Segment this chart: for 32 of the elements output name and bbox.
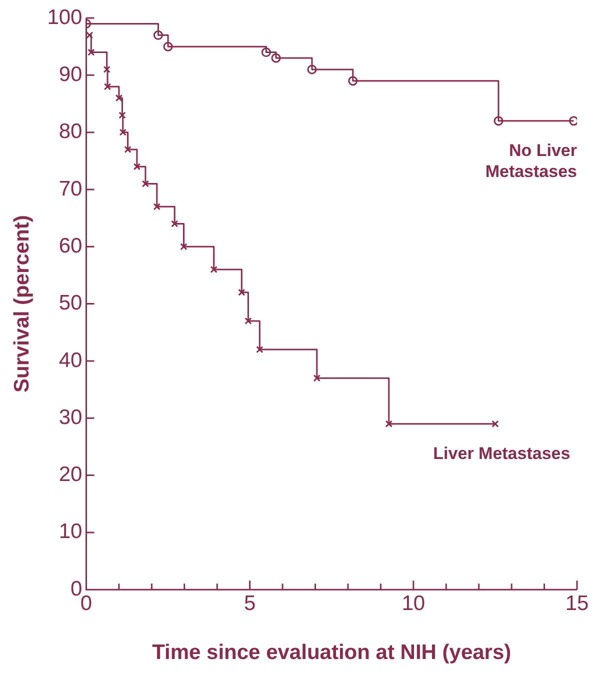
y-tick-label: 30: [58, 406, 82, 429]
point: [119, 128, 126, 136]
point: [244, 317, 252, 325]
x-tick-label: 10: [402, 592, 426, 615]
y-tick-label: 20: [58, 463, 82, 486]
point: [238, 288, 246, 296]
x-tick-label: 15: [565, 592, 589, 615]
point: [170, 220, 178, 228]
y-tick-label: 10: [58, 520, 82, 544]
y-tick-label: 50: [58, 292, 82, 315]
point: [210, 266, 218, 274]
y-tick-label: 90: [58, 62, 82, 86]
x-tick-label: 5: [244, 592, 256, 615]
y-tick-label: 0: [70, 577, 82, 600]
y-tick-label: 40: [58, 348, 82, 372]
y-tick-label: 80: [58, 120, 82, 144]
point: [124, 146, 132, 154]
y-tick-label: 100: [47, 6, 82, 29]
series-label: No Liver Metastases: [485, 141, 578, 182]
x-axis-title: Time since evaluation at NIH (years): [152, 641, 512, 664]
point: [142, 180, 150, 188]
point: [385, 420, 392, 428]
point: [153, 203, 160, 210]
y-tick-label: 60: [58, 234, 82, 258]
point: [313, 374, 320, 382]
point: [133, 163, 141, 170]
point: [256, 346, 264, 354]
y-axis-title: Survival (percent): [10, 215, 34, 393]
point: [180, 243, 188, 250]
y-tick-label: 70: [58, 177, 82, 200]
series-label: Liver Metastases: [433, 444, 570, 464]
point: [492, 420, 499, 428]
